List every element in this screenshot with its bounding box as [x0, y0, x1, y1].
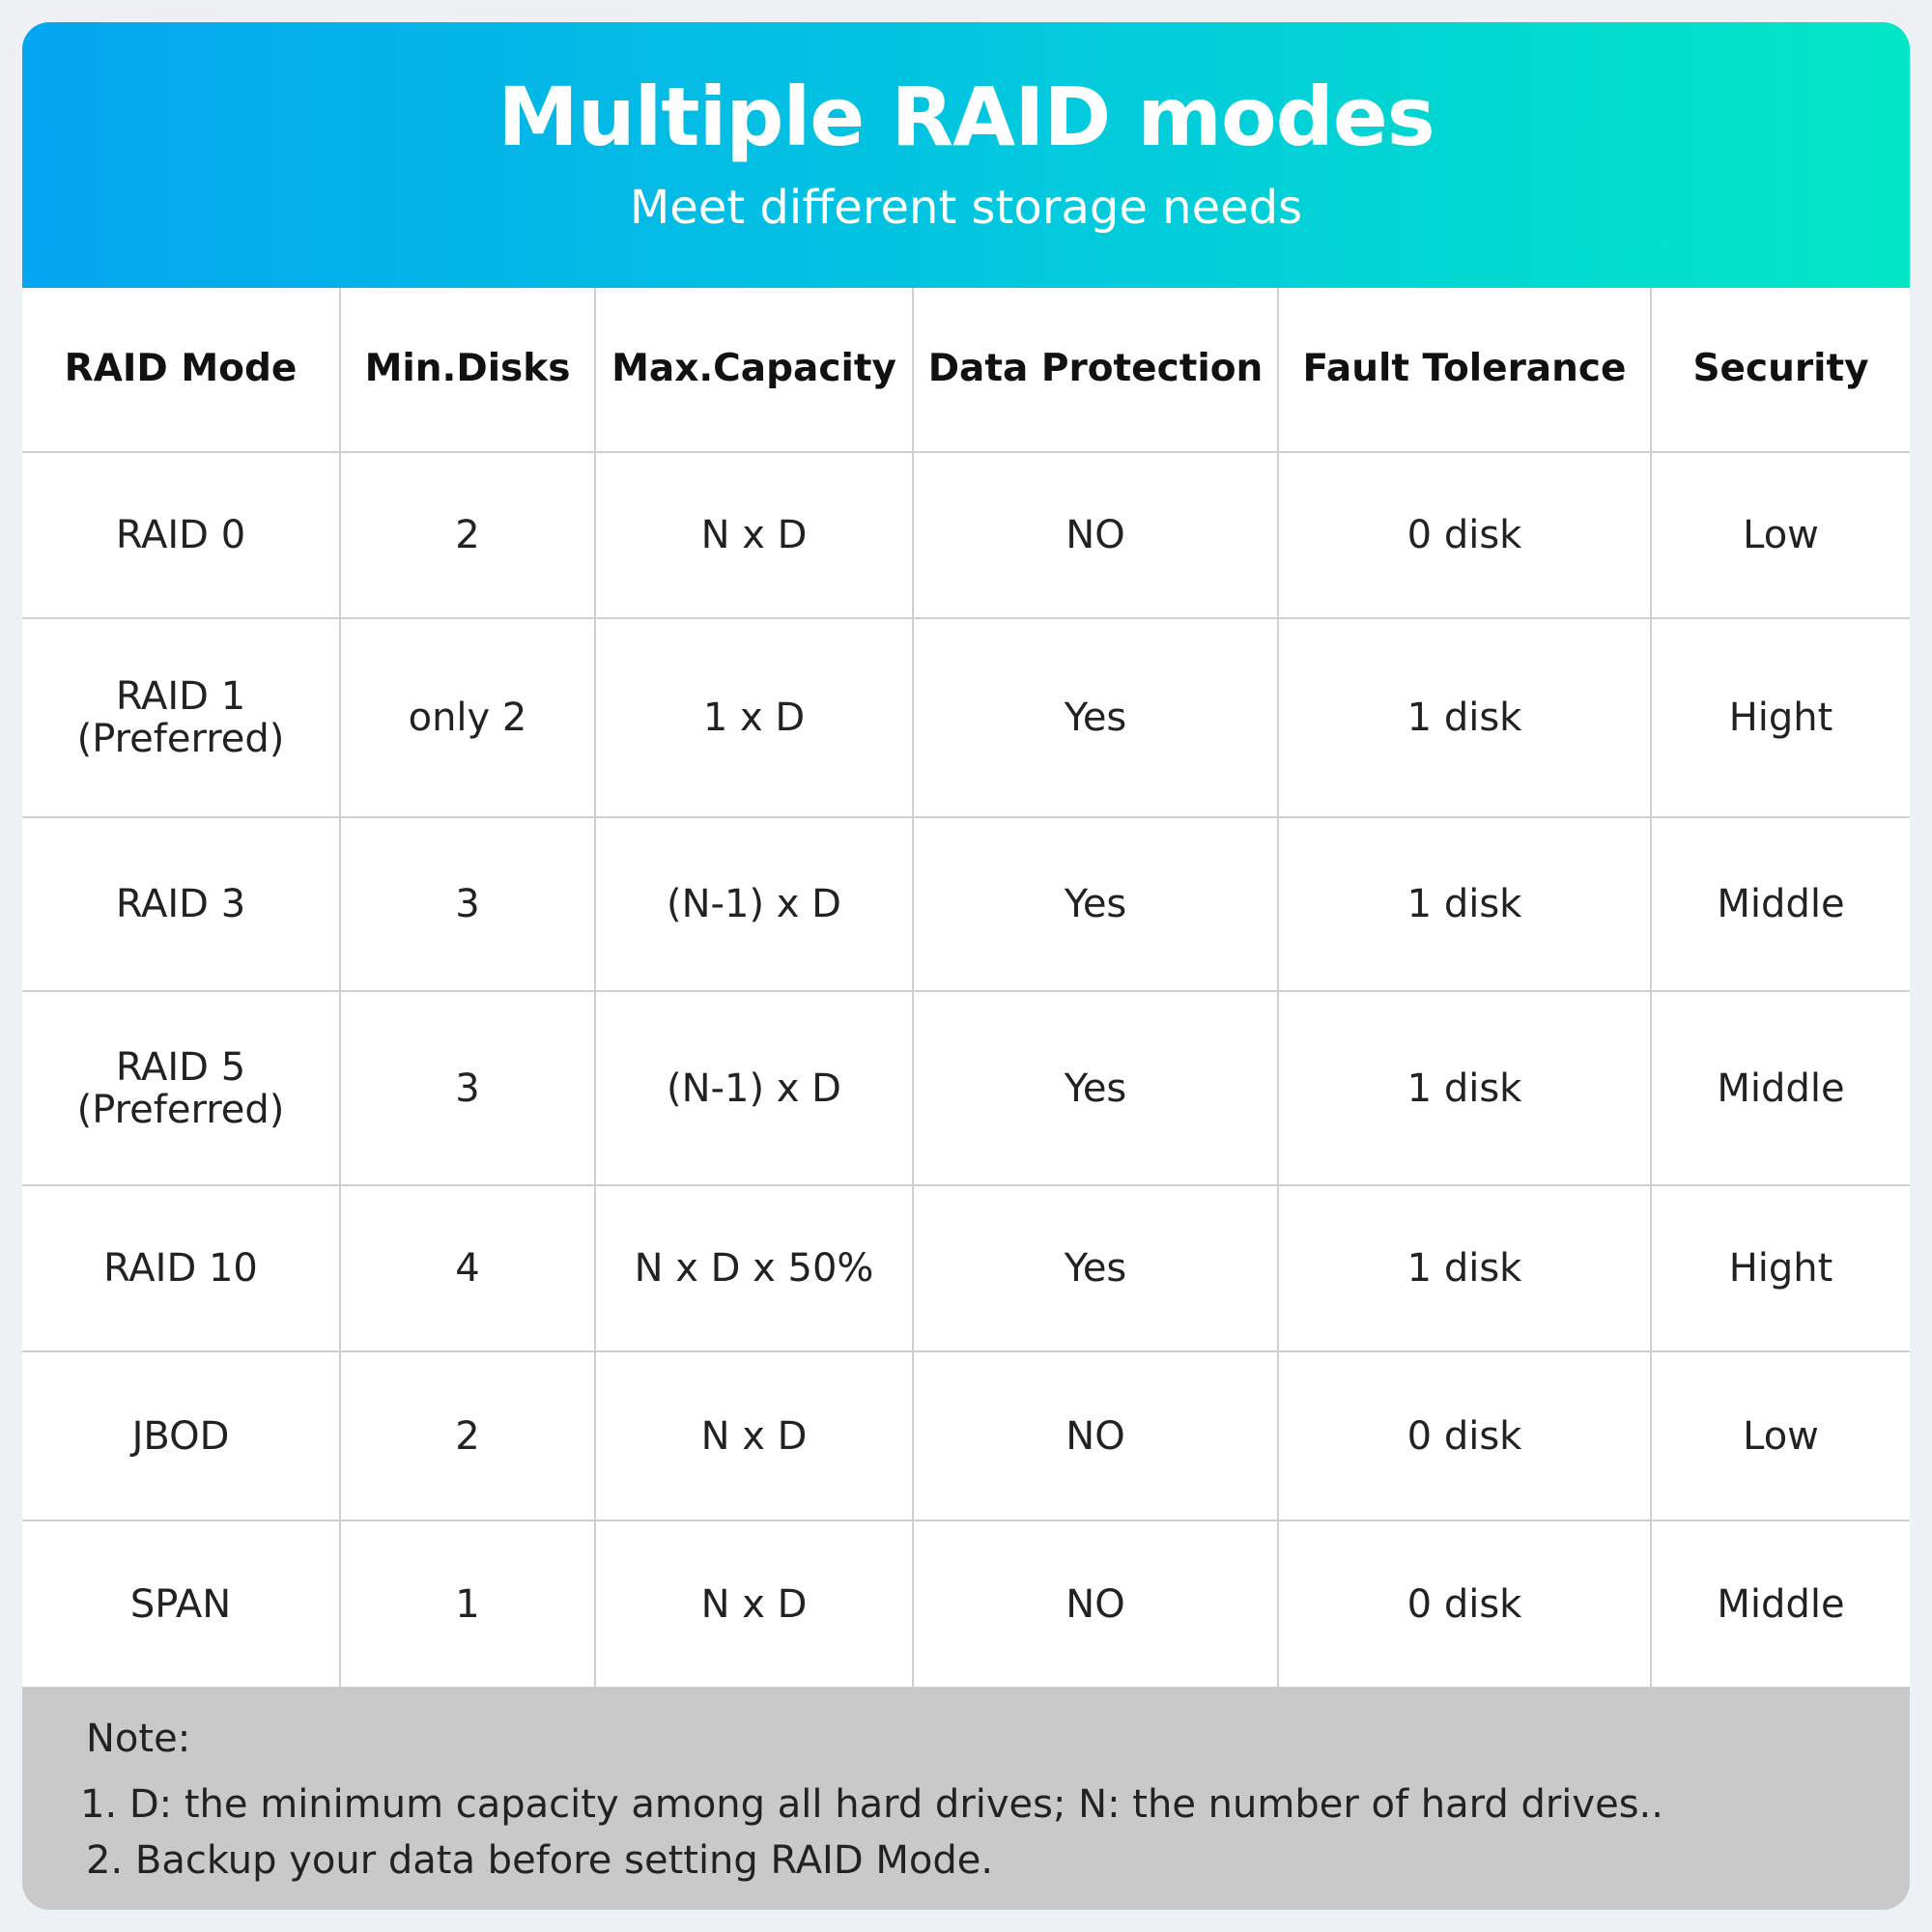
note-line: 1. D: the minimum capacity among all har…: [80, 1782, 1663, 1827]
header-row: RAID Mode Min.Disks Max.Capacity Data Prote…: [22, 288, 1910, 453]
table-cell: Yes: [912, 816, 1279, 992]
table-cell: 1 disk: [1277, 1184, 1652, 1352]
table-cell: 1 disk: [1277, 617, 1652, 818]
title: Multiple RAID modes: [497, 70, 1435, 164]
note-line: 2. Backup your data before setting RAID …: [86, 1838, 994, 1883]
table-cell: NO: [912, 1520, 1279, 1689]
table-cell: 1 disk: [1277, 816, 1652, 992]
table-row: RAID 5 (Preferred) 3 (N-1) x D Yes 1 disk Mid…: [22, 990, 1910, 1186]
table-cell: 1 disk: [1277, 990, 1652, 1186]
table-cell: RAID 1 (Preferred): [22, 617, 341, 818]
table-row: RAID 3 3 (N-1) x D Yes 1 disk Middle: [22, 816, 1910, 992]
table-cell: 1: [339, 1520, 596, 1689]
table-cell: N x D: [594, 1350, 914, 1521]
table-cell: Yes: [912, 990, 1279, 1186]
subtitle: Meet different storage needs: [629, 181, 1303, 236]
table-cell: 3: [339, 990, 596, 1186]
table-cell: Middle: [1650, 816, 1910, 992]
table-cell: Yes: [912, 617, 1279, 818]
column-header: Min.Disks: [339, 288, 596, 453]
note-title: Note:: [86, 1717, 191, 1761]
table-cell: N x D x 50%: [594, 1184, 914, 1352]
table-row: SPAN 1 N x D NO 0 disk Middle: [22, 1520, 1910, 1689]
table-cell: 2: [339, 451, 596, 619]
column-header: Max.Capacity: [594, 288, 914, 453]
header: Multiple RAID modes Meet different stora…: [22, 22, 1910, 288]
column-header: RAID Mode: [22, 288, 341, 453]
table-cell: RAID 5 (Preferred): [22, 990, 341, 1186]
column-header: Fault Tolerance: [1277, 288, 1652, 453]
table-cell: Middle: [1650, 990, 1910, 1186]
card: Multiple RAID modes Meet different stora…: [22, 22, 1910, 1910]
table-cell: RAID 0: [22, 451, 341, 619]
table-cell: only 2: [339, 617, 596, 818]
table-cell: NO: [912, 451, 1279, 619]
column-header: Data Protection: [912, 288, 1279, 453]
table-cell: 3: [339, 816, 596, 992]
table-cell: Hight: [1650, 1184, 1910, 1352]
table-cell: (N-1) x D: [594, 816, 914, 992]
table-cell: Low: [1650, 1350, 1910, 1521]
table-cell: 0 disk: [1277, 451, 1652, 619]
table-cell: JBOD: [22, 1350, 341, 1521]
table-cell: RAID 3: [22, 816, 341, 992]
table-cell: N x D: [594, 451, 914, 619]
table-row: JBOD 2 N x D NO 0 disk Low: [22, 1350, 1910, 1521]
table-cell: 0 disk: [1277, 1350, 1652, 1521]
table-cell: 0 disk: [1277, 1520, 1652, 1689]
table-row: RAID 10 4 N x D x 50% Yes 1 disk Hight: [22, 1184, 1910, 1352]
table-cell: Yes: [912, 1184, 1279, 1352]
column-header: Security: [1650, 288, 1910, 453]
raid-table: RAID Mode Min.Disks Max.Capacity Data Prote…: [22, 288, 1910, 1689]
table-cell: NO: [912, 1350, 1279, 1521]
table-cell: N x D: [594, 1520, 914, 1689]
table-cell: Middle: [1650, 1520, 1910, 1689]
table-cell: RAID 10: [22, 1184, 341, 1352]
table-cell: SPAN: [22, 1520, 341, 1689]
table-cell: 1 x D: [594, 617, 914, 818]
table-cell: 2: [339, 1350, 596, 1521]
table-cell: Hight: [1650, 617, 1910, 818]
table-cell: 4: [339, 1184, 596, 1352]
table-cell: Low: [1650, 451, 1910, 619]
note: Note: 1. D: the minimum capacity among a…: [22, 1688, 1910, 1910]
table-cell: (N-1) x D: [594, 990, 914, 1186]
